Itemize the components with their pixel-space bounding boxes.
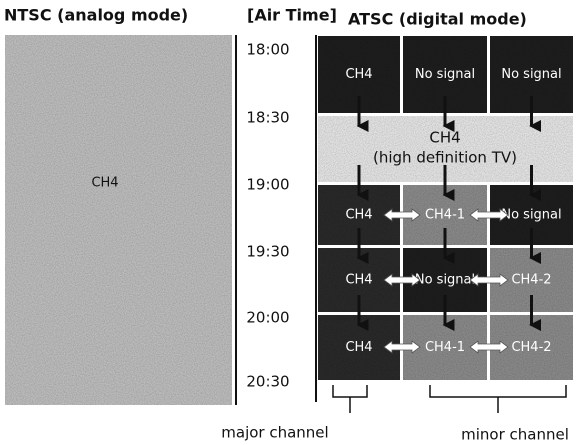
cell-label: CH4-2 — [511, 273, 551, 288]
cell-label: No signal — [501, 67, 561, 82]
cell-label: No signal — [415, 67, 475, 82]
time-label: 18:00 — [246, 41, 289, 59]
time-label: 19:30 — [246, 243, 289, 261]
swap-arrow — [470, 341, 508, 353]
major-label: major channel — [221, 424, 328, 442]
swap-arrow — [470, 274, 508, 286]
cell-label: CH4-1 — [425, 208, 465, 223]
cell-label: CH4 — [345, 208, 372, 223]
time-label: 18:30 — [246, 109, 289, 127]
hd-label: (high definition TV) — [373, 149, 517, 167]
ntsc-channel: CH4 — [91, 176, 118, 191]
diagram: NTSC (analog mode) [Air Time] ATSC (digi… — [0, 0, 577, 445]
minor-label: minor channel — [461, 426, 569, 444]
swap-arrow — [384, 341, 420, 353]
cell-label: CH4-2 — [511, 340, 551, 355]
cell-label: CH4-1 — [425, 340, 465, 355]
major-bracket — [333, 385, 367, 413]
swap-arrow — [470, 209, 508, 221]
minor-bracket — [430, 385, 566, 413]
atsc-grid: CH4 No signal No signal CH4 CH4-1 No signal CH… — [318, 36, 573, 380]
ntsc-screen — [5, 35, 232, 405]
time-label: 19:00 — [246, 176, 289, 194]
cell-label: No signal — [501, 208, 561, 223]
ntsc-title: NTSC (analog mode) — [4, 6, 188, 25]
cell-label: CH4 — [345, 67, 372, 82]
cell-label: CH4 — [345, 273, 372, 288]
swap-arrow — [384, 274, 420, 286]
atsc-title: ATSC (digital mode) — [348, 10, 527, 29]
cell-label: CH4 — [345, 340, 372, 355]
cell-label: No signal — [415, 273, 475, 288]
time-label: 20:00 — [246, 309, 289, 327]
time-label: 20:30 — [246, 373, 289, 391]
swap-arrow — [384, 209, 420, 221]
hd-label: CH4 — [429, 129, 460, 147]
air-time-title: [Air Time] — [247, 6, 337, 25]
